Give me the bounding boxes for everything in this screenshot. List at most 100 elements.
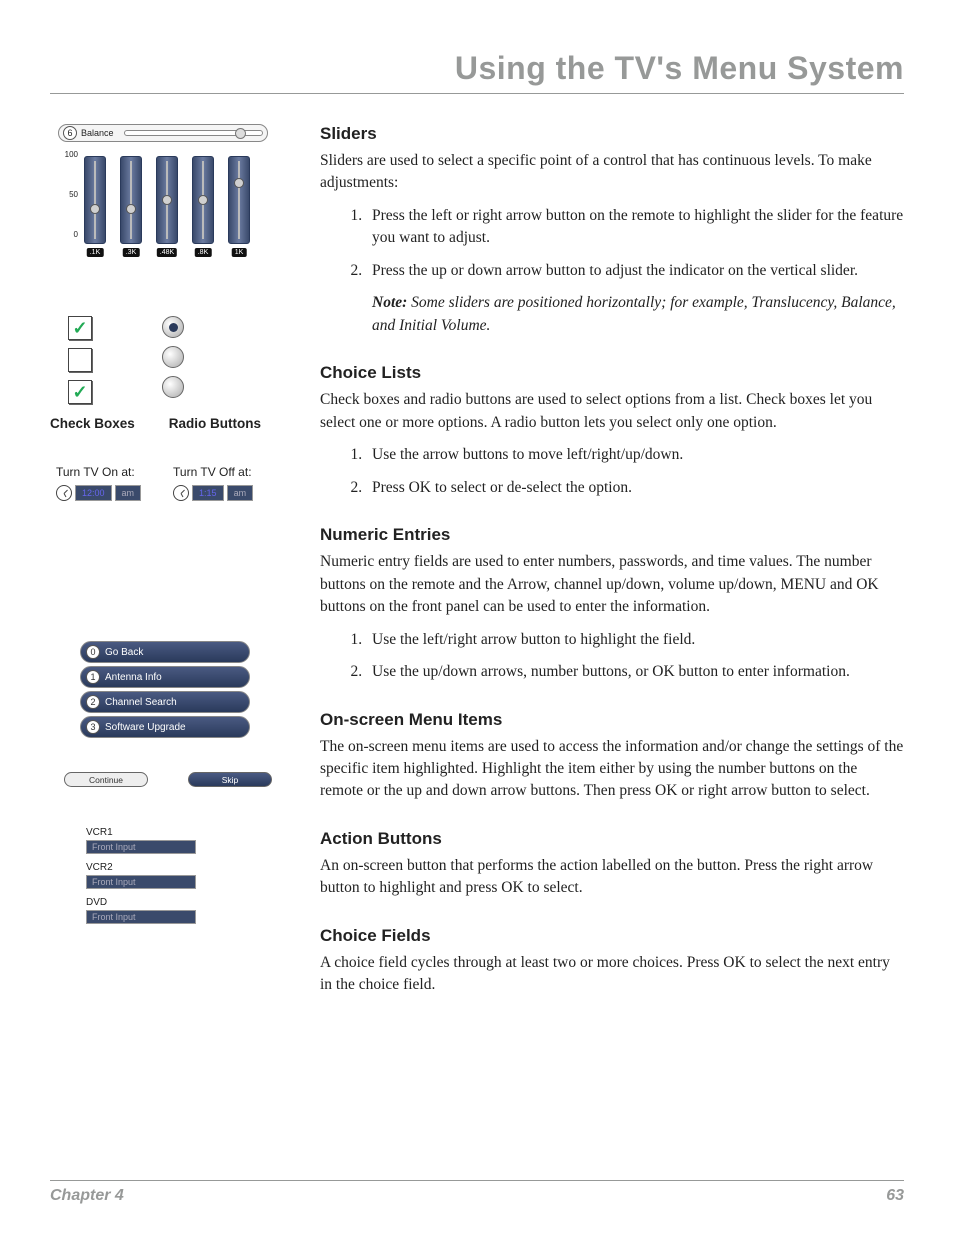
choice-field-group: VCR1 Front Input	[86, 827, 290, 854]
choice-fields-graphic: VCR1 Front Input VCR2 Front Input DVD Fr…	[50, 827, 290, 924]
sliders-step: Press the left or right arrow button on …	[366, 205, 904, 250]
choice-field-group: DVD Front Input	[86, 897, 290, 924]
menu-item-label: Software Upgrade	[105, 722, 186, 733]
menu-item[interactable]: 2 Channel Search	[80, 691, 250, 713]
eq-label: 1K	[232, 248, 247, 257]
choice-fields-heading: Choice Fields	[320, 926, 904, 946]
eq-slider[interactable]: .1K	[84, 156, 106, 244]
numeric-step: Use the left/right arrow button to highl…	[366, 629, 904, 651]
time-off-block: Turn TV Off at: 1:15 am	[173, 465, 253, 501]
action-intro: An on-screen button that performs the ac…	[320, 855, 904, 900]
title-rule	[50, 93, 904, 94]
choice-field[interactable]: Front Input	[86, 875, 196, 889]
time-off-value[interactable]: 1:15	[192, 485, 224, 501]
menu-num-badge: 2	[86, 695, 100, 709]
content: 6 Balance 100 50 0 .1K .3K .48K .8K 1K	[50, 124, 904, 1023]
choice-field-label: DVD	[86, 897, 290, 908]
menu-item[interactable]: 1 Antenna Info	[80, 666, 250, 688]
time-off-ampm[interactable]: am	[227, 485, 254, 501]
chapter-label: Chapter 4	[50, 1187, 124, 1205]
choice-lists-intro: Check boxes and radio buttons are used t…	[320, 389, 904, 434]
checkbox-caption: Check Boxes	[50, 416, 135, 431]
time-on-value[interactable]: 12:00	[75, 485, 112, 501]
slider-graphic: 6 Balance 100 50 0 .1K .3K .48K .8K 1K	[50, 124, 290, 260]
menu-items-section: On-screen Menu Items The on-screen menu …	[320, 710, 904, 803]
y-axis: 100 50 0	[58, 150, 80, 260]
action-heading: Action Buttons	[320, 829, 904, 849]
balance-label: Balance	[81, 128, 114, 138]
menu-items-graphic: 0 Go Back 1 Antenna Info 2 Channel Search 3…	[50, 641, 290, 738]
choice-field[interactable]: Front Input	[86, 840, 196, 854]
menu-items-intro: The on-screen menu items are used to acc…	[320, 736, 904, 803]
choice-field-group: VCR2 Front Input	[86, 862, 290, 889]
action-section: Action Buttons An on-screen button that …	[320, 829, 904, 900]
note-label: Note:	[372, 294, 407, 311]
left-column: 6 Balance 100 50 0 .1K .3K .48K .8K 1K	[50, 124, 290, 1023]
action-buttons-graphic: Continue Skip	[50, 772, 290, 787]
radio-column	[162, 316, 184, 404]
sliders-step: Press the up or down arrow button to adj…	[366, 260, 904, 337]
menu-item-label: Go Back	[105, 647, 143, 658]
sliders-step-text: Press the up or down arrow button to adj…	[372, 262, 858, 279]
time-on-ampm[interactable]: am	[115, 485, 142, 501]
numeric-section: Numeric Entries Numeric entry fields are…	[320, 525, 904, 683]
eq-label: .1K	[87, 248, 104, 257]
checkbox[interactable]	[68, 348, 92, 372]
sliders-heading: Sliders	[320, 124, 904, 144]
radio-button[interactable]	[162, 376, 184, 398]
eq-slider[interactable]: .8K	[192, 156, 214, 244]
continue-button[interactable]: Continue	[64, 772, 148, 787]
menu-num-badge: 3	[86, 720, 100, 734]
choice-lists-steps: Use the arrow buttons to move left/right…	[320, 444, 904, 499]
menu-item-label: Channel Search	[105, 697, 177, 708]
clock-icon	[173, 485, 189, 501]
menu-item[interactable]: 3 Software Upgrade	[80, 716, 250, 738]
menu-num-badge: 1	[86, 670, 100, 684]
radio-button[interactable]	[162, 316, 184, 338]
menu-item[interactable]: 0 Go Back	[80, 641, 250, 663]
sliders-steps: Press the left or right arrow button on …	[320, 205, 904, 337]
page-number: 63	[886, 1187, 904, 1205]
eq-label: .48K	[157, 248, 177, 257]
choice-lists-step: Press OK to select or de-select the opti…	[366, 477, 904, 499]
radio-caption: Radio Buttons	[169, 416, 261, 431]
checkbox[interactable]	[68, 316, 92, 340]
y-tick: 50	[69, 190, 78, 199]
radio-button[interactable]	[162, 346, 184, 368]
eq-slider[interactable]: .3K	[120, 156, 142, 244]
choice-field-label: VCR2	[86, 862, 290, 873]
numeric-step: Use the up/down arrows, number buttons, …	[366, 661, 904, 683]
time-on-label: Turn TV On at:	[56, 465, 141, 479]
choice-fields-section: Choice Fields A choice field cycles thro…	[320, 926, 904, 997]
checkbox-column	[68, 316, 92, 404]
eq-slider[interactable]: 1K	[228, 156, 250, 244]
choice-field-label: VCR1	[86, 827, 290, 838]
right-column: Sliders Sliders are used to select a spe…	[320, 124, 904, 1023]
choice-lists-heading: Choice Lists	[320, 363, 904, 383]
choice-field[interactable]: Front Input	[86, 910, 196, 924]
equalizer-chart: 100 50 0 .1K .3K .48K .8K 1K	[58, 150, 268, 260]
y-tick: 0	[74, 230, 78, 239]
numeric-heading: Numeric Entries	[320, 525, 904, 545]
numeric-graphic: Turn TV On at: 12:00 am Turn TV Off at: …	[50, 465, 290, 501]
menu-item-label: Antenna Info	[105, 672, 162, 683]
balance-track	[124, 130, 263, 136]
eq-slider[interactable]: .48K	[156, 156, 178, 244]
y-tick: 100	[65, 150, 78, 159]
clock-icon	[56, 485, 72, 501]
choice-fields-intro: A choice field cycles through at least t…	[320, 952, 904, 997]
balance-number-badge: 6	[63, 126, 77, 140]
menu-num-badge: 0	[86, 645, 100, 659]
sliders-note: Note: Some sliders are positioned horizo…	[372, 292, 904, 337]
numeric-intro: Numeric entry fields are used to enter n…	[320, 551, 904, 618]
note-text: Some sliders are positioned horizontally…	[372, 294, 896, 333]
sliders-intro: Sliders are used to select a specific po…	[320, 150, 904, 195]
balance-slider[interactable]: 6 Balance	[58, 124, 268, 142]
choice-graphic: Check Boxes Radio Buttons	[50, 316, 290, 431]
eq-label: .8K	[195, 248, 212, 257]
checkbox[interactable]	[68, 380, 92, 404]
skip-button[interactable]: Skip	[188, 772, 272, 787]
balance-knob[interactable]	[235, 128, 246, 139]
eq-label: .3K	[123, 248, 140, 257]
menu-items-heading: On-screen Menu Items	[320, 710, 904, 730]
